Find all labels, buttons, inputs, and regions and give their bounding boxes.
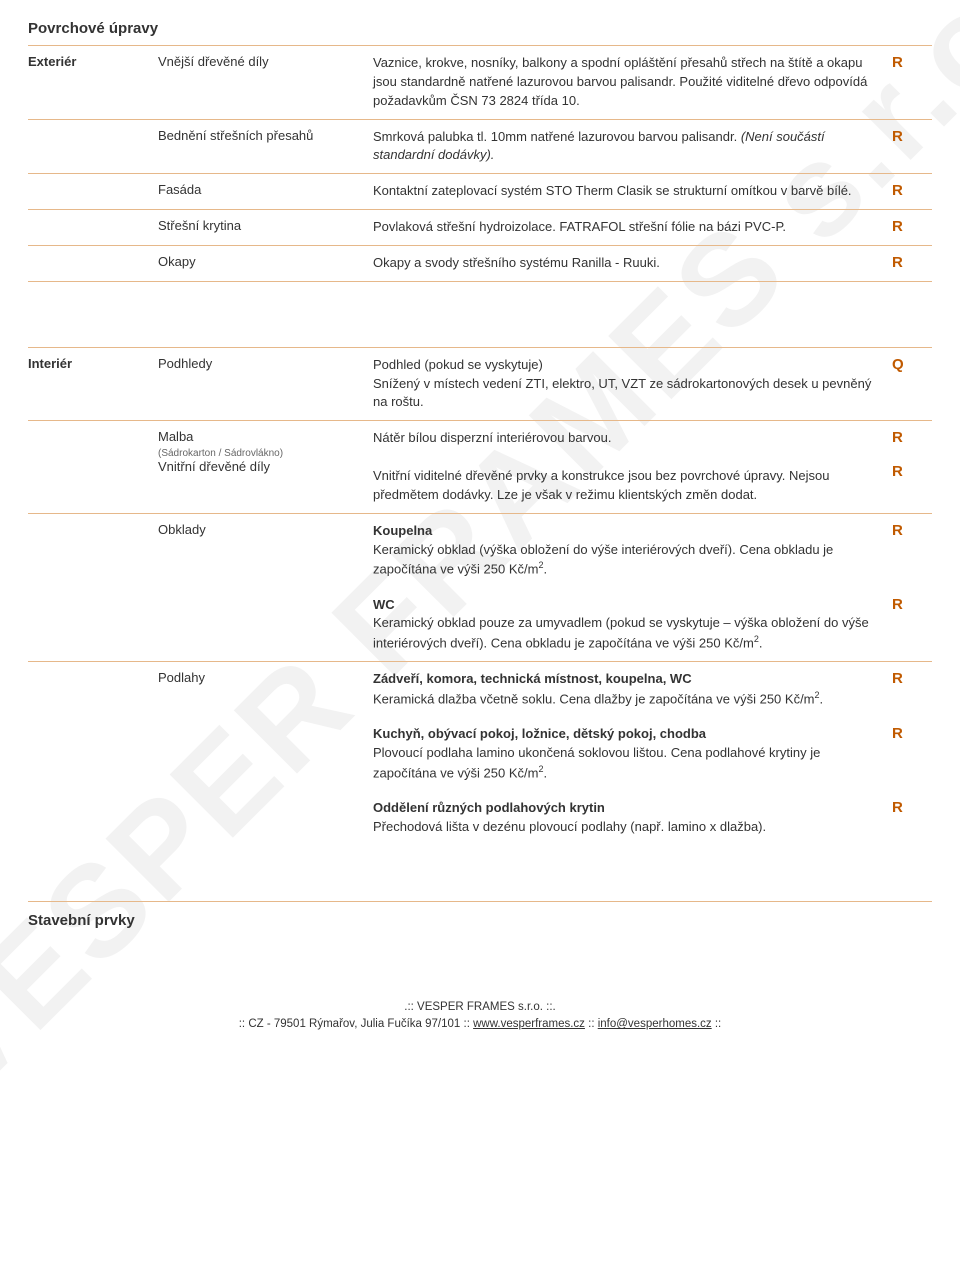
- row-code: R: [892, 670, 932, 687]
- row-label: Podhledy: [158, 356, 373, 371]
- footer-line1: .:: VESPER FRAMES s.r.o. ::.: [28, 999, 932, 1016]
- row-code: R: [892, 254, 932, 271]
- section-title-povrchove: Povrchové úpravy: [28, 20, 158, 37]
- row-desc: Kuchyň, obývací pokoj, ložnice, dětský p…: [373, 725, 892, 783]
- row-code: Q: [892, 356, 932, 373]
- row-code: RR: [892, 429, 932, 480]
- footer-text: :: CZ - 79501 Rýmařov, Julia Fučíka 97/1…: [239, 1018, 473, 1030]
- row-desc: WCKeramický obklad pouze za umyvadlem (p…: [373, 596, 892, 654]
- row-code: R: [892, 182, 932, 199]
- spec-row: Střešní krytina Povlaková střešní hydroi…: [28, 209, 932, 245]
- row-desc: Kontaktní zateplovací systém STO Therm C…: [373, 182, 892, 201]
- footer-link-web[interactable]: www.vesperframes.cz: [473, 1018, 585, 1030]
- spec-row: Interiér Podhledy Podhled (pokud se vysk…: [28, 347, 932, 421]
- row-code: R: [892, 725, 932, 742]
- row-desc: Zádveří, komora, technická místnost, kou…: [373, 670, 892, 709]
- row-label: Bednění střešních přesahů: [158, 128, 373, 143]
- row-label: Obklady: [158, 522, 373, 537]
- spec-row: Oddělení různých podlahových krytinPřech…: [28, 791, 932, 845]
- row-desc: Smrková palubka tl. 10mm natřené lazurov…: [373, 128, 892, 166]
- row-label: Okapy: [158, 254, 373, 269]
- section-title-stavebni: Stavební prvky: [28, 912, 932, 929]
- spec-row: Podlahy Zádveří, komora, technická místn…: [28, 661, 932, 717]
- group-label-exterier: Exteriér: [28, 54, 158, 69]
- row-desc: Okapy a svody střešního systému Ranilla …: [373, 254, 892, 273]
- group-label-interier: Interiér: [28, 356, 158, 371]
- row-desc: Vaznice, krokve, nosníky, balkony a spod…: [373, 54, 892, 111]
- row-label: Fasáda: [158, 182, 373, 197]
- spec-row: WCKeramický obklad pouze za umyvadlem (p…: [28, 588, 932, 662]
- row-label: Malba(Sádrokarton / Sádrovlákno)Vnitřní …: [158, 429, 373, 474]
- row-desc: Podhled (pokud se vyskytuje)Snížený v mí…: [373, 356, 892, 413]
- row-code: R: [892, 799, 932, 816]
- row-desc: KoupelnaKeramický obklad (výška obložení…: [373, 522, 892, 580]
- footer-text: ::: [712, 1018, 722, 1030]
- row-code: R: [892, 54, 932, 71]
- spec-row: Kuchyň, obývací pokoj, ložnice, dětský p…: [28, 717, 932, 791]
- spec-row: Fasáda Kontaktní zateplovací systém STO …: [28, 173, 932, 209]
- row-label: Střešní krytina: [158, 218, 373, 233]
- footer-line2: :: CZ - 79501 Rýmařov, Julia Fučíka 97/1…: [28, 1016, 932, 1033]
- row-desc: Nátěr bílou disperzní interiérovou barvo…: [373, 429, 892, 504]
- footer-text: ::: [585, 1018, 598, 1030]
- footer-link-email[interactable]: info@vesperhomes.cz: [598, 1018, 712, 1030]
- row-desc: Povlaková střešní hydroizolace. FATRAFOL…: [373, 218, 892, 237]
- row-code: R: [892, 218, 932, 235]
- row-code: R: [892, 128, 932, 145]
- row-code: R: [892, 522, 932, 539]
- spec-row: Malba(Sádrokarton / Sádrovlákno)Vnitřní …: [28, 420, 932, 512]
- spec-row: Bednění střešních přesahů Smrková palubk…: [28, 119, 932, 174]
- spec-row: Obklady KoupelnaKeramický obklad (výška …: [28, 513, 932, 588]
- page-footer: .:: VESPER FRAMES s.r.o. ::. :: CZ - 795…: [28, 999, 932, 1034]
- row-label: Vnější dřevěné díly: [158, 54, 373, 69]
- row-code: R: [892, 596, 932, 613]
- row-desc: Oddělení různých podlahových krytinPřech…: [373, 799, 892, 837]
- row-label: Podlahy: [158, 670, 373, 685]
- spec-row: Okapy Okapy a svody střešního systému Ra…: [28, 245, 932, 281]
- spec-row: Exteriér Vnější dřevěné díly Vaznice, kr…: [28, 45, 932, 119]
